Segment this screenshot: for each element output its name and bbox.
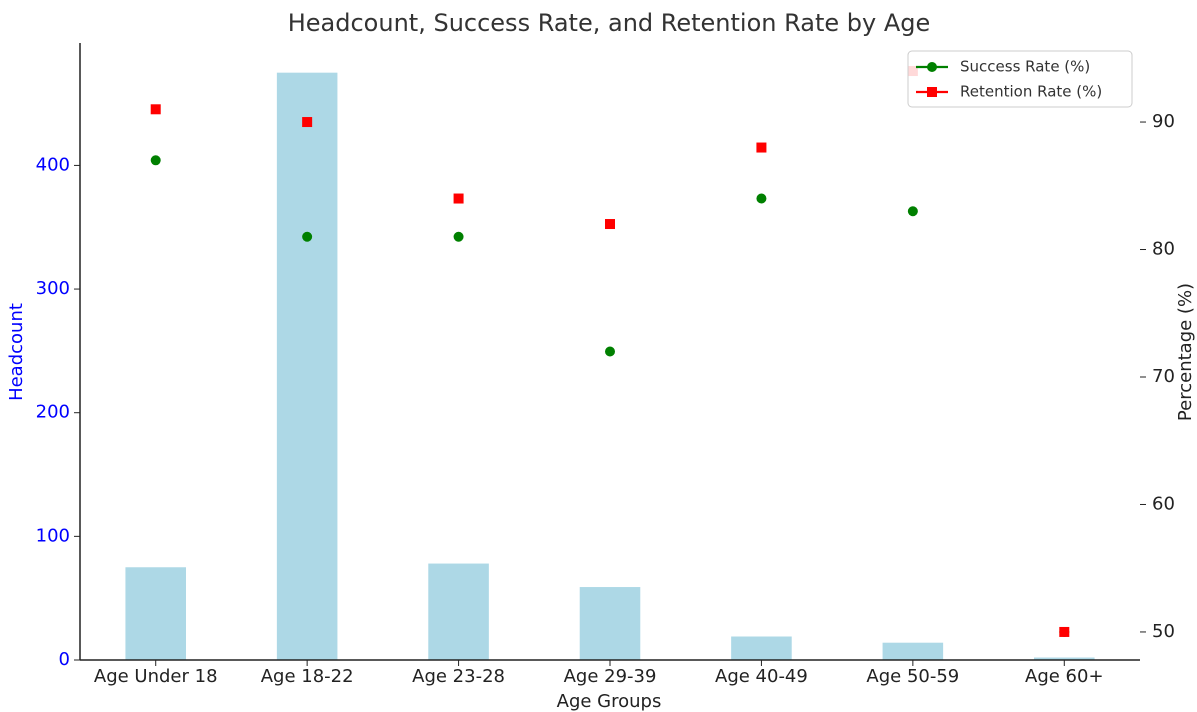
series-marker [605, 219, 615, 230]
x-axis-label: Age Groups [557, 691, 662, 712]
bar [579, 587, 641, 660]
legend-label: Success Rate (%) [960, 58, 1090, 76]
series-marker [605, 346, 615, 357]
y-tick-label: 100 [36, 525, 70, 546]
bar [125, 567, 186, 660]
y2-tick-label: 50 [1152, 621, 1175, 642]
y-tick-label: 300 [36, 278, 70, 299]
bar [428, 563, 489, 660]
y-tick-label: 0 [59, 649, 70, 670]
legend-marker [927, 62, 937, 72]
x-tick-label: Age 29-39 [564, 666, 657, 687]
y2-axis-label: Percentage (%) [1175, 283, 1196, 421]
legend-box [907, 50, 1133, 108]
chart-title: Headcount, Success Rate, and Retention R… [288, 9, 931, 37]
y2-tick-label: 90 [1152, 111, 1175, 132]
bar [1034, 657, 1095, 660]
series-marker [453, 193, 464, 204]
series-marker [1059, 626, 1070, 637]
series-marker [453, 231, 464, 242]
x-tick-label: Age 50-59 [866, 666, 959, 687]
bar [731, 636, 792, 660]
x-tick-label: Age Under 18 [94, 666, 218, 687]
series-marker [907, 206, 918, 217]
x-tick-label: Age 60+ [1025, 666, 1104, 687]
y2-tick-label: 70 [1152, 366, 1175, 387]
series-marker [756, 193, 767, 204]
series-marker [150, 104, 161, 115]
legend-label: Retention Rate (%) [960, 83, 1102, 101]
y-tick-label: 200 [36, 402, 70, 423]
y-axis-label: Headcount [6, 303, 27, 401]
series-marker [302, 231, 313, 242]
series-marker [302, 117, 313, 128]
y2-tick-label: 80 [1152, 239, 1175, 260]
x-tick-label: Age 40-49 [715, 666, 808, 687]
series-marker [756, 142, 767, 153]
bar [276, 72, 338, 660]
bar [882, 642, 944, 660]
legend: Success Rate (%) Retention Rate (%) [907, 50, 1133, 108]
x-tick-label: Age 23-28 [412, 666, 505, 687]
y-tick-label: 400 [36, 154, 70, 175]
y2-tick-label: 60 [1152, 493, 1175, 514]
legend-marker [927, 87, 937, 97]
series-marker [150, 155, 161, 166]
x-tick-label: Age 18-22 [261, 666, 354, 687]
